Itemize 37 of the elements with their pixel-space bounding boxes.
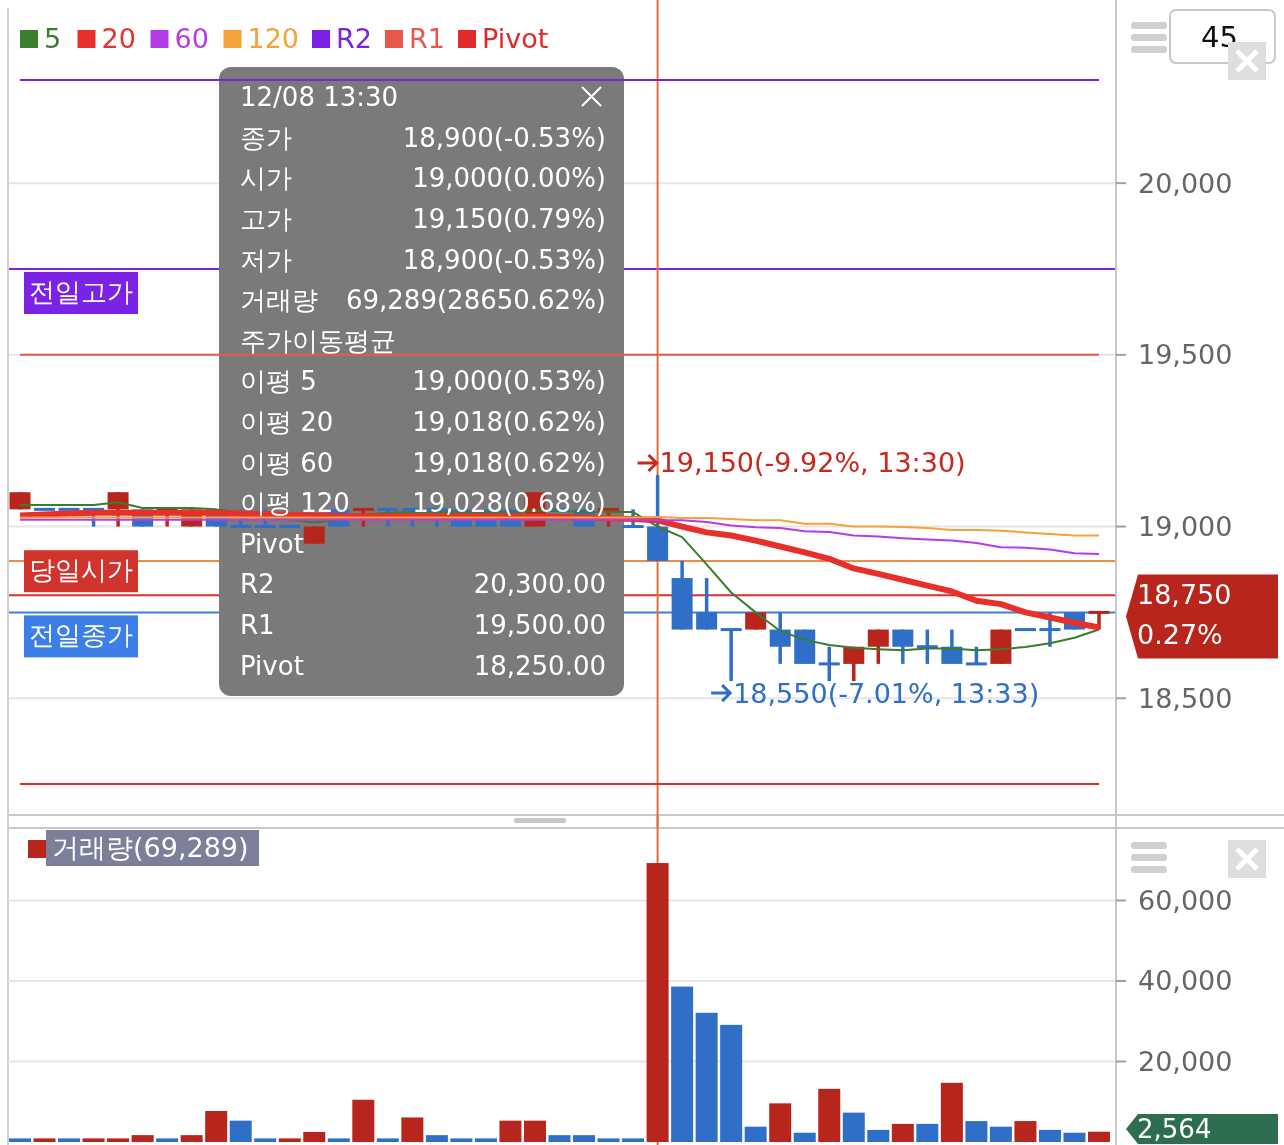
text: 이평 5 19,000(0.53%) (240, 366, 606, 397)
text: 2,564 (1137, 1114, 1212, 1145)
annotation: 주가이동평균 (240, 325, 396, 356)
text: Pivot 18,250.00 (240, 650, 606, 681)
annotation: Pivot (240, 528, 304, 559)
legend-label: 120 (247, 23, 300, 54)
text: 이평 20 19,018(0.62%) (240, 406, 606, 437)
text: R2 20,300.00 (240, 569, 606, 600)
legend-label: 거래량(69,289) (52, 832, 249, 863)
text: 저가 18,900(-0.53%) (240, 244, 606, 275)
annotation: 18,550(-7.01%, 13:33) (733, 677, 1040, 709)
annotation: 19,150(-9.92%, 13:30) (659, 447, 966, 479)
y-tick-label: 20,000 (1138, 1045, 1233, 1077)
text: 고가 19,150(0.79%) (240, 203, 606, 234)
y-tick-label: 18,500 (1138, 682, 1233, 714)
text: 0.27% (1137, 618, 1223, 650)
text: 이평 60 19,018(0.62%) (240, 447, 606, 478)
y-tick-label: 19,500 (1138, 339, 1233, 371)
legend-label: 60 (174, 23, 209, 54)
annotation: 거래량 69,289(28650.62%) (240, 285, 606, 316)
legend-label: 20 (101, 23, 136, 54)
y-tick-label: 60,000 (1138, 884, 1233, 916)
legend-label: Pivot (482, 23, 549, 54)
ref-line-label: 전일고가 (29, 276, 133, 307)
ref-line-label: 전일종가 (29, 620, 133, 651)
legend-label: R2 (336, 23, 372, 54)
ref-line-label: 당일시가 (29, 555, 133, 586)
text: 18,750 (1137, 578, 1232, 610)
y-tick-label: 40,000 (1138, 965, 1233, 997)
y-tick-label: 19,000 (1138, 510, 1233, 542)
y-tick-label: 20,000 (1138, 167, 1233, 199)
text: 시가 19,000(0.00%) (240, 163, 606, 194)
legend-label: 5 (44, 23, 62, 54)
annotation: 12/08 13:30 (240, 82, 399, 113)
text: R1 19,500.00 (240, 609, 606, 640)
legend-label: R1 (409, 23, 445, 54)
text: 종가 18,900(-0.53%) (240, 122, 606, 153)
